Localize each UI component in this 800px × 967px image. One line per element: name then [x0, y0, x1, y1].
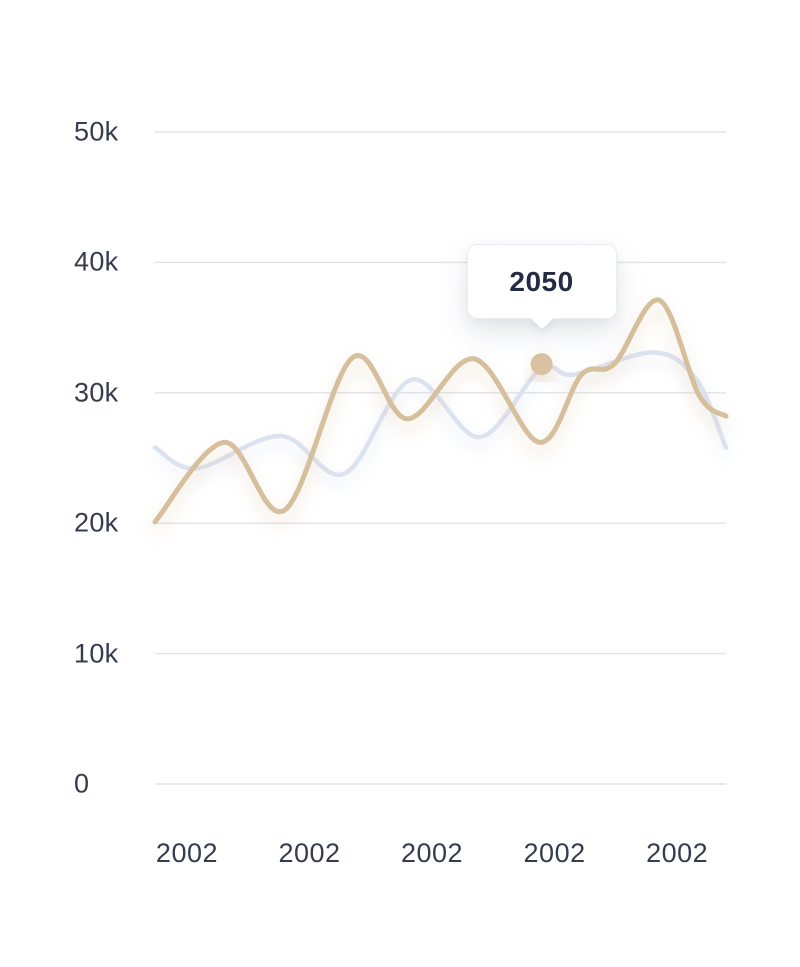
y-axis-tick-label: 10k: [74, 638, 119, 669]
y-axis-tick-label: 30k: [74, 377, 119, 408]
x-axis-tick-label: 2002: [155, 838, 219, 868]
series-lines: [152, 297, 729, 525]
y-axis-tick-label: 40k: [74, 246, 119, 277]
y-axis-tick-label: 50k: [74, 116, 119, 147]
gridlines: [155, 131, 726, 785]
tooltip-value: 2050: [509, 265, 574, 297]
x-axis-tick-label: 2002: [646, 838, 709, 868]
x-axis-tick-label: 2002: [401, 838, 464, 868]
highlight-marker-group: [530, 353, 553, 376]
tooltip: 2050: [466, 244, 617, 330]
x-axis-tick-label: 2002: [523, 838, 586, 868]
series-line-secondary-gray[interactable]: [152, 350, 729, 478]
series-line-primary-tan[interactable]: [152, 297, 729, 525]
x-axis-tick-label: 2002: [278, 838, 341, 868]
highlight-dot[interactable]: [530, 353, 553, 376]
y-axis-tick-label: 20k: [74, 507, 119, 538]
y-axis-tick-label: 0: [74, 768, 90, 799]
